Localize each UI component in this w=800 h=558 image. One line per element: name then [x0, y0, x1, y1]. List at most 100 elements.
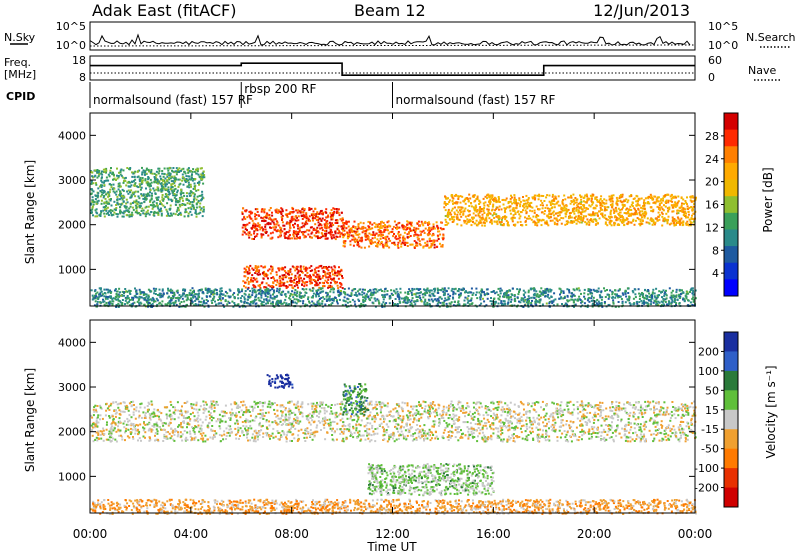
data-cell — [658, 290, 660, 292]
data-cell — [640, 223, 642, 225]
data-cell — [193, 199, 195, 201]
data-cell — [590, 297, 592, 299]
data-cell — [329, 291, 331, 293]
data-cell — [304, 282, 306, 284]
data-cell — [263, 299, 265, 301]
data-cell — [373, 292, 375, 294]
data-cell — [199, 195, 201, 197]
data-cell — [498, 199, 500, 201]
data-cell — [629, 195, 631, 197]
data-cell — [506, 220, 508, 222]
data-cell — [335, 232, 337, 234]
data-cell — [614, 216, 616, 218]
data-cell — [492, 205, 494, 207]
data-cell — [265, 224, 267, 226]
data-cell — [167, 168, 169, 170]
data-cell — [275, 284, 277, 286]
data-cell — [287, 238, 289, 240]
data-cell — [268, 214, 270, 216]
data-cell — [640, 221, 642, 223]
data-cell — [668, 200, 670, 202]
data-cell — [504, 210, 506, 212]
data-cell — [673, 210, 675, 212]
data-cell — [690, 301, 692, 303]
data-cell — [626, 223, 628, 225]
data-cell — [325, 233, 327, 235]
data-cell — [567, 197, 569, 199]
data-cell — [504, 207, 506, 209]
data-cell — [511, 294, 513, 296]
data-cell — [201, 207, 203, 209]
data-cell — [509, 205, 511, 207]
data-cell — [144, 171, 146, 173]
data-cell — [616, 199, 618, 201]
data-cell — [394, 237, 396, 239]
data-cell — [492, 214, 494, 216]
data-cell — [101, 191, 103, 193]
data-cell — [281, 208, 283, 210]
data-cell — [573, 210, 575, 212]
data-cell — [687, 205, 689, 207]
data-cell — [480, 303, 482, 305]
data-cell — [623, 221, 625, 223]
data-cell — [128, 301, 130, 303]
data-cell — [330, 229, 332, 231]
data-cell — [303, 278, 305, 280]
data-cell — [100, 180, 102, 182]
data-cell — [203, 171, 205, 173]
data-cell — [343, 245, 345, 247]
data-cell — [610, 216, 612, 218]
data-cell — [382, 246, 384, 248]
data-cell — [440, 221, 442, 223]
data-cell — [181, 180, 183, 182]
data-cell — [166, 179, 168, 181]
data-cell — [371, 292, 373, 294]
data-cell — [307, 296, 309, 298]
data-cell — [324, 223, 326, 225]
data-cell — [291, 284, 293, 286]
data-cell — [191, 173, 193, 175]
data-cell — [179, 198, 181, 200]
data-cell — [302, 295, 304, 297]
data-cell — [109, 183, 111, 185]
data-cell — [257, 211, 259, 213]
data-cell — [287, 270, 289, 272]
data-cell — [552, 194, 554, 196]
data-cell — [534, 210, 536, 212]
data-cell — [172, 167, 174, 169]
data-cell — [377, 246, 379, 248]
data-cell — [170, 205, 172, 207]
data-cell — [619, 195, 621, 197]
data-cell — [644, 289, 646, 291]
data-cell — [167, 170, 169, 172]
data-cell — [158, 168, 160, 170]
data-cell — [459, 219, 461, 221]
data-cell — [266, 299, 268, 301]
data-cell — [295, 216, 297, 218]
data-cell — [109, 175, 111, 177]
data-cell — [298, 282, 300, 284]
noise-left-tick-top: 10^5 — [56, 20, 86, 33]
data-cell — [251, 227, 253, 229]
data-cell — [178, 179, 180, 181]
data-cell — [152, 208, 154, 210]
data-cell — [147, 178, 149, 180]
data-cell — [452, 198, 454, 200]
data-cell — [639, 198, 641, 200]
data-cell — [501, 219, 503, 221]
data-cell — [129, 299, 131, 301]
data-cell — [139, 206, 141, 208]
data-cell — [130, 203, 132, 205]
data-cell — [580, 203, 582, 205]
data-cell — [474, 222, 476, 224]
data-cell — [256, 235, 258, 237]
data-cell — [97, 187, 99, 189]
data-cell — [409, 222, 411, 224]
data-cell — [111, 214, 113, 216]
data-cell — [312, 290, 314, 292]
data-cell — [634, 289, 636, 291]
data-cell — [663, 300, 665, 302]
data-cell — [137, 186, 139, 188]
data-cell — [202, 215, 204, 217]
data-cell — [132, 202, 134, 204]
